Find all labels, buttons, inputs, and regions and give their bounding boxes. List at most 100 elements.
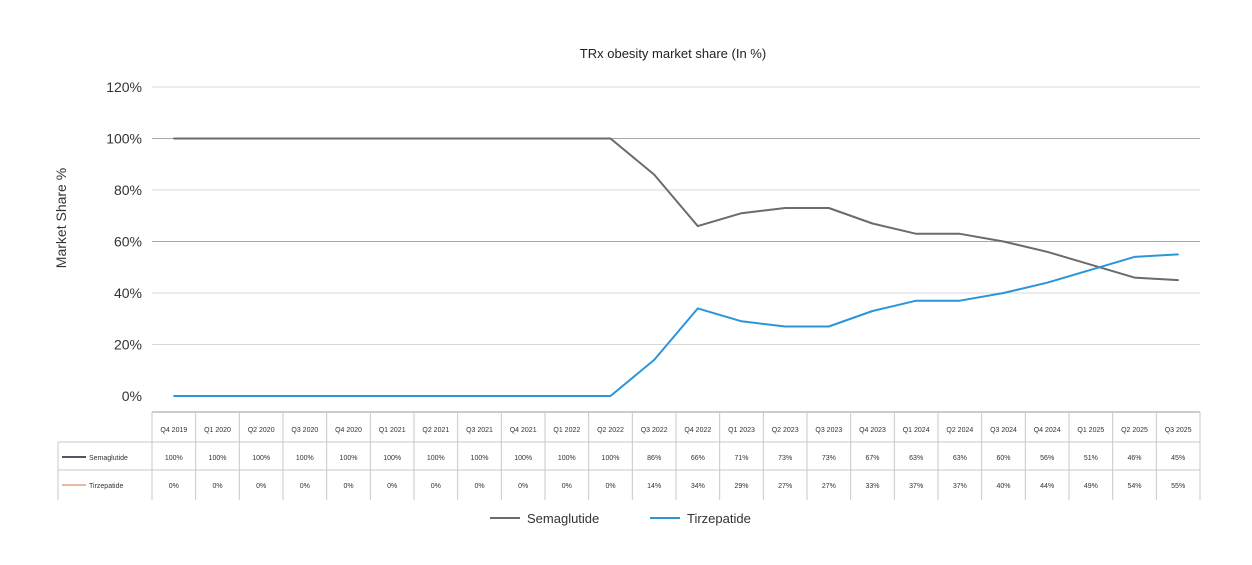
data-point xyxy=(740,320,743,323)
data-point xyxy=(304,137,306,140)
x-tick-label: Q1 2025 xyxy=(1077,427,1104,434)
data-point xyxy=(260,137,262,140)
data-point xyxy=(347,395,350,397)
data-point xyxy=(216,395,219,397)
x-tick-label: Q2 2023 xyxy=(772,427,799,434)
data-label: 45% xyxy=(1171,455,1185,462)
data-label: 100% xyxy=(471,455,489,462)
x-tick-label: Q4 2024 xyxy=(1034,427,1061,434)
data-label: 100% xyxy=(602,455,620,462)
data-point xyxy=(1177,279,1179,281)
data-label: 27% xyxy=(778,483,792,490)
data-point xyxy=(915,299,917,302)
data-label: 0% xyxy=(431,483,441,490)
x-tick-label: Q1 2023 xyxy=(728,427,755,434)
data-label: 14% xyxy=(647,483,661,490)
data-point xyxy=(871,310,874,312)
data-point xyxy=(740,212,743,214)
data-label: 34% xyxy=(691,483,705,490)
x-tick-label: Q4 2019 xyxy=(160,427,187,434)
x-tick-label: Q1 2024 xyxy=(903,427,930,434)
data-label: 37% xyxy=(909,483,923,490)
x-tick-label: Q4 2023 xyxy=(859,427,886,434)
data-label: 0% xyxy=(562,483,572,490)
data-label: 40% xyxy=(996,483,1010,490)
x-tick-label: Q3 2024 xyxy=(990,427,1017,434)
data-label: 54% xyxy=(1127,483,1141,490)
data-point xyxy=(173,395,175,397)
x-tick-label: Q2 2025 xyxy=(1121,427,1148,434)
data-point xyxy=(1046,281,1048,284)
data-label: 33% xyxy=(865,483,879,490)
y-tick-label: 120% xyxy=(106,79,142,95)
y-tick-label: 100% xyxy=(106,131,142,147)
data-label: 0% xyxy=(474,483,484,490)
data-label: 51% xyxy=(1084,455,1098,462)
data-point xyxy=(828,325,830,328)
data-label: 0% xyxy=(169,483,179,490)
data-label: 63% xyxy=(909,455,923,462)
x-tick-label: Q3 2023 xyxy=(815,427,842,434)
data-label: 0% xyxy=(605,483,615,490)
legend: Semaglutide Tirzepatide xyxy=(490,511,751,526)
data-label: 67% xyxy=(865,455,879,462)
x-tick-label: Q4 2022 xyxy=(684,427,711,434)
table-series-name: Tirzepatide xyxy=(89,483,123,490)
data-point xyxy=(304,395,306,397)
legend-entry: Tirzepatide xyxy=(687,511,751,526)
data-point xyxy=(566,137,568,140)
data-point xyxy=(784,207,786,209)
data-point xyxy=(391,137,393,140)
x-tick-label: Q3 2020 xyxy=(291,427,318,434)
data-label: 0% xyxy=(300,483,310,490)
data-point xyxy=(653,173,655,176)
data-label: 100% xyxy=(383,455,401,462)
data-label: 86% xyxy=(647,455,661,462)
data-point xyxy=(435,395,437,397)
data-point xyxy=(391,395,393,397)
data-point xyxy=(435,137,437,140)
data-label: 71% xyxy=(734,455,748,462)
y-axis-label: Market Share % xyxy=(53,168,69,268)
data-point xyxy=(959,299,961,302)
x-tick-label: Q1 2021 xyxy=(379,427,406,434)
y-tick-label: 60% xyxy=(114,234,142,250)
gridlines xyxy=(152,86,1200,345)
data-point xyxy=(609,137,612,140)
data-label: 73% xyxy=(778,455,792,462)
data-point xyxy=(522,137,524,140)
data-point xyxy=(1090,263,1092,266)
data-label: 0% xyxy=(518,483,528,490)
data-point xyxy=(347,137,350,140)
data-point xyxy=(173,137,175,140)
series-lines xyxy=(173,137,1179,397)
x-tick-label: Q2 2021 xyxy=(422,427,449,434)
data-label: 63% xyxy=(953,455,967,462)
data-point xyxy=(915,232,917,235)
chart-title: TRx obesity market share (In %) xyxy=(580,46,766,61)
data-point xyxy=(784,325,786,328)
data-point xyxy=(478,395,481,397)
data-point xyxy=(1002,292,1005,294)
x-tick-label: Q4 2021 xyxy=(510,427,537,434)
data-label: 60% xyxy=(996,455,1010,462)
data-point xyxy=(1133,256,1136,258)
data-point xyxy=(1002,240,1005,243)
data-label: 100% xyxy=(340,455,358,462)
data-point xyxy=(828,207,830,209)
data-label: 0% xyxy=(343,483,353,490)
data-point xyxy=(216,137,219,140)
data-point xyxy=(697,307,699,310)
data-label: 100% xyxy=(252,455,270,462)
data-point xyxy=(959,232,961,235)
data-label: 49% xyxy=(1084,483,1098,490)
data-label: 66% xyxy=(691,455,705,462)
data-point xyxy=(260,395,262,397)
data-label: 100% xyxy=(165,455,183,462)
data-label: 100% xyxy=(296,455,314,462)
data-point xyxy=(522,395,524,397)
x-tick-label: Q2 2024 xyxy=(946,427,973,434)
y-tick-label: 40% xyxy=(114,285,142,301)
x-tick-label: Q1 2022 xyxy=(553,427,580,434)
